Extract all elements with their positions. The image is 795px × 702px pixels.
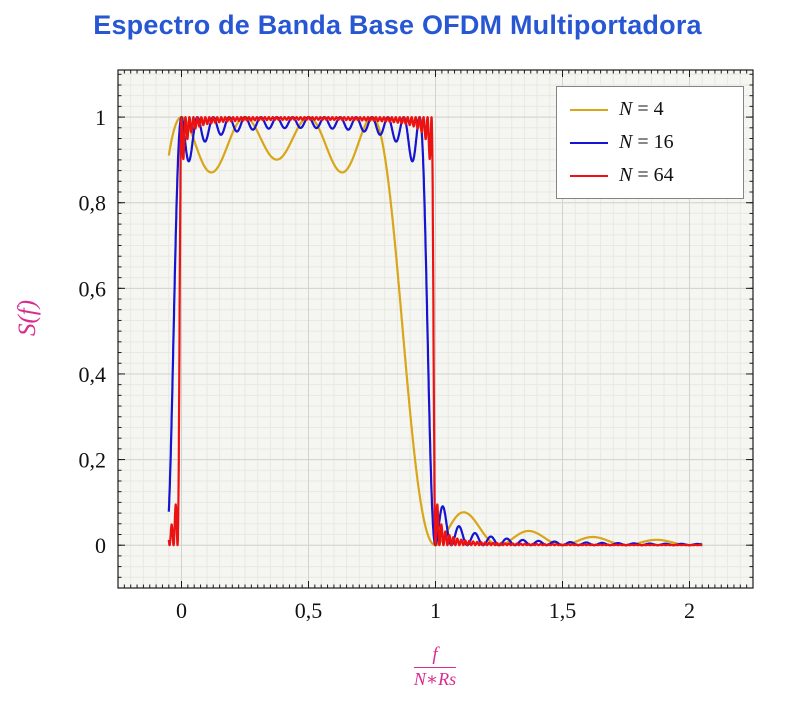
y-tick-label: 0 — [95, 533, 106, 558]
y-tick-label: 1 — [95, 105, 106, 130]
x-tick-label: 0 — [176, 598, 187, 623]
y-tick-label: 0,6 — [79, 276, 107, 301]
y-tick-label: 0,2 — [79, 448, 107, 473]
legend-line-swatch — [570, 141, 608, 144]
x-axis-fraction-denominator: N∗Rs — [413, 668, 457, 689]
legend-item: N = 4 — [570, 98, 730, 121]
legend: N = 4 N = 16 N = 64 — [556, 86, 744, 199]
curve-N=64 — [167, 115, 704, 547]
legend-item-label: N = 64 — [619, 164, 674, 186]
y-tick-label: 0,4 — [79, 362, 107, 387]
x-tick-label: 1,5 — [549, 598, 577, 623]
x-tick-label: 1 — [430, 598, 441, 623]
legend-line-swatch — [570, 108, 608, 111]
x-axis-label: f N∗Rs — [413, 644, 457, 690]
legend-item-label: N = 16 — [619, 131, 674, 153]
x-tick-label: 2 — [684, 598, 695, 623]
figure-title: Espectro de Banda Base OFDM Multiportado… — [93, 10, 702, 40]
y-axis-label: S(f) — [14, 299, 41, 337]
x-axis-fraction-numerator: f — [413, 644, 457, 668]
legend-line-swatch — [570, 174, 608, 177]
legend-item: N = 64 — [570, 164, 730, 187]
x-axis-fraction: f N∗Rs — [413, 644, 457, 690]
legend-item: N = 16 — [570, 131, 730, 154]
x-tick-label: 0,5 — [295, 598, 323, 623]
legend-item-label: N = 4 — [619, 98, 664, 120]
y-tick-label: 0,8 — [79, 191, 107, 216]
